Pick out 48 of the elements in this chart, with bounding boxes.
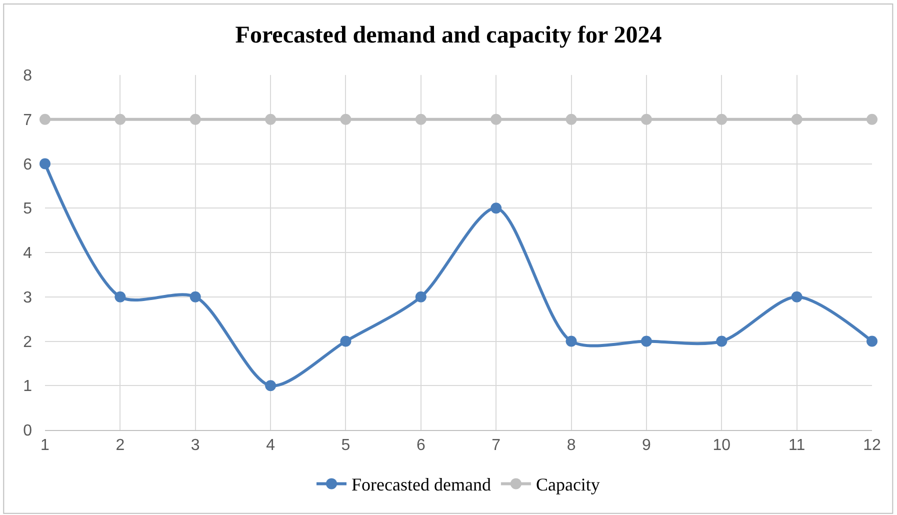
y-tick-label: 7 bbox=[23, 112, 32, 129]
point bbox=[40, 114, 50, 125]
point bbox=[190, 114, 201, 125]
point bbox=[866, 336, 878, 347]
point bbox=[566, 336, 577, 347]
point bbox=[265, 380, 276, 392]
x-tick-label: 12 bbox=[863, 437, 881, 454]
legend-label: Forecasted demand bbox=[352, 474, 491, 495]
point bbox=[716, 336, 728, 347]
point bbox=[490, 202, 502, 214]
x-tick-label: 10 bbox=[712, 437, 731, 454]
y-tick-label: 3 bbox=[23, 289, 32, 306]
y-tick-label: 1 bbox=[23, 378, 32, 396]
x-tick-label: 7 bbox=[492, 437, 501, 454]
y-tick-label: 8 bbox=[23, 68, 32, 85]
point bbox=[40, 158, 50, 170]
y-tick-label: 0 bbox=[23, 422, 32, 440]
y-tick-label: 5 bbox=[23, 200, 32, 218]
x-tick-label: 9 bbox=[642, 437, 651, 454]
x-tick-label: 2 bbox=[116, 437, 125, 454]
x-tick-label: 8 bbox=[566, 437, 576, 454]
x-tick-label: 5 bbox=[341, 437, 350, 454]
y-tick-label: 2 bbox=[23, 334, 32, 351]
point bbox=[866, 114, 878, 125]
x-tick-label: 1 bbox=[40, 437, 50, 454]
point bbox=[415, 114, 426, 125]
point bbox=[114, 114, 126, 125]
point bbox=[340, 114, 352, 125]
point bbox=[640, 336, 652, 347]
point bbox=[490, 114, 502, 125]
point bbox=[716, 114, 728, 125]
point bbox=[114, 291, 126, 302]
point bbox=[265, 114, 276, 125]
point bbox=[190, 291, 201, 302]
point bbox=[415, 291, 426, 302]
chart-title: Forecasted demand and capacity for 2024 bbox=[235, 22, 662, 49]
point bbox=[791, 291, 802, 302]
y-tick-label: 6 bbox=[23, 156, 32, 174]
y-tick-label: 4 bbox=[23, 245, 32, 262]
point bbox=[340, 336, 352, 347]
point bbox=[566, 114, 577, 125]
x-tick-label: 3 bbox=[190, 437, 200, 454]
x-tick-label: 4 bbox=[266, 437, 276, 454]
x-tick-label: 6 bbox=[416, 437, 426, 454]
point bbox=[791, 114, 802, 125]
point bbox=[640, 114, 652, 125]
x-tick-label: 11 bbox=[788, 437, 806, 454]
legend-label: Capacity bbox=[536, 474, 600, 495]
